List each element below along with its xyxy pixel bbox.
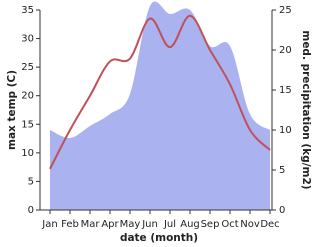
y2-tick-label: 15 [279, 85, 292, 96]
y2-tick-label: 20 [279, 45, 292, 56]
x-tick-label: Nov [240, 219, 260, 230]
temperature-line [49, 14, 271, 170]
y2-tick-label: 25 [279, 5, 292, 16]
y-tick-label: 5 [28, 176, 34, 187]
y-tick-label: 10 [21, 148, 34, 159]
x-tick-label: Sep [201, 219, 220, 230]
y-tick-label: 20 [21, 91, 34, 102]
x-tick-label: Dec [260, 219, 279, 230]
y2-tick-label: 0 [279, 205, 285, 216]
y2-axis-label: med. precipitation (kg/m2) [300, 30, 312, 189]
x-tick-label: Mar [81, 219, 101, 230]
y-tick-label: 25 [21, 62, 34, 73]
x-tick-label: Jul [163, 219, 176, 230]
y-tick-label: 15 [21, 119, 34, 130]
x-tick-label: Feb [61, 219, 79, 230]
y-axis-label: max temp (C) [6, 70, 18, 150]
precipitation-area [50, 1, 270, 211]
y2-tick-label: 10 [279, 125, 292, 136]
y2-tick-label: 5 [279, 165, 285, 176]
x-tick-label: Aug [180, 219, 200, 230]
x-tick-label: May [120, 219, 141, 230]
x-tick-label: Jan [41, 219, 57, 230]
y-tick-label: 30 [21, 34, 34, 45]
x-tick-label: Jun [141, 219, 158, 230]
y-tick-label: 0 [28, 205, 34, 216]
x-tick-label: Oct [221, 219, 238, 230]
y-tick-label: 35 [21, 5, 34, 16]
x-axis-label: date (month) [120, 232, 198, 244]
x-tick-label: Apr [101, 219, 119, 230]
